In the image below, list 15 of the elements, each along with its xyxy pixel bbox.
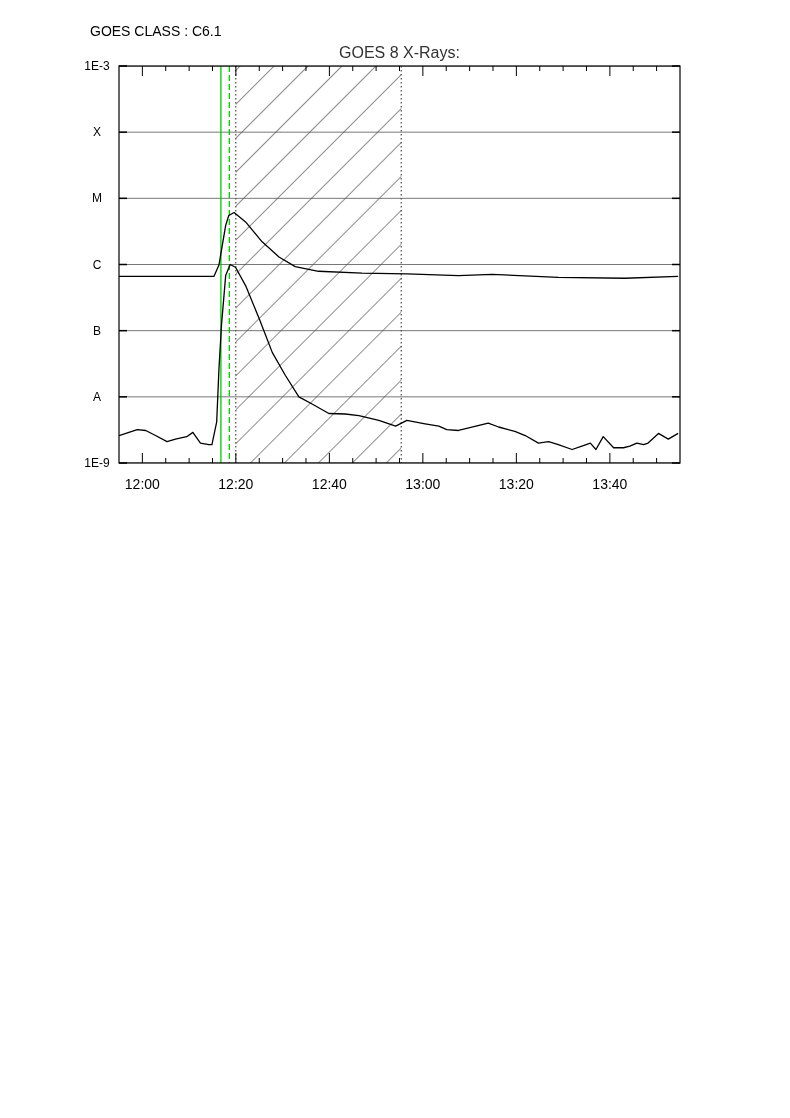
- y-tick-label: 1E-3: [84, 59, 110, 73]
- chart-title: GOES 8 X-Rays:: [339, 44, 460, 61]
- x-tick-label: 12:40: [311, 476, 348, 492]
- y-tick-label: 1E-9: [84, 456, 110, 470]
- y-tick-label: M: [92, 191, 102, 206]
- x-tick-label: 12:00: [124, 476, 161, 492]
- y-tick-label: X: [92, 125, 102, 140]
- x-tick-label: 13:40: [592, 476, 628, 492]
- chart-subtitle: GOES CLASS : C6.1: [90, 23, 222, 39]
- x-tick-label: 13:00: [405, 476, 441, 492]
- x-tick-label: 12:20: [218, 476, 254, 492]
- y-tick-label: C: [92, 257, 102, 272]
- y-tick-label: A: [92, 389, 102, 404]
- y-tick-label: B: [92, 323, 102, 338]
- x-tick-label: 13:20: [498, 476, 535, 492]
